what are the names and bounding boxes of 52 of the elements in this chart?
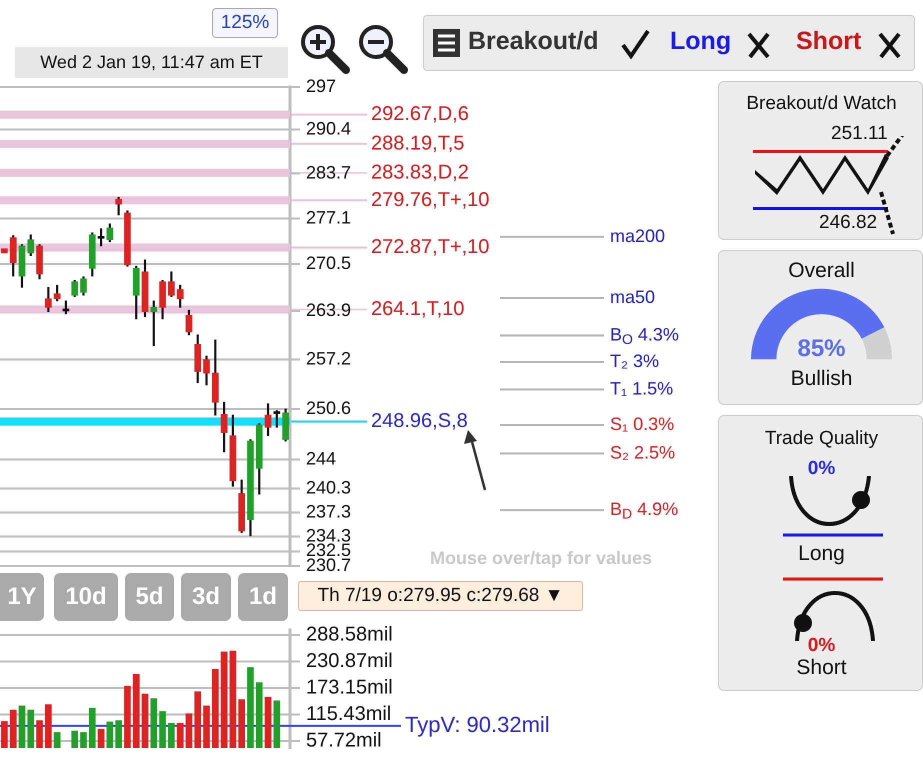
text: 1d [238, 573, 288, 621]
y-tick-label: 283.7 [306, 162, 352, 183]
y-tick-label: 237.3 [306, 501, 352, 522]
ref-line-label: ma50 [610, 287, 656, 308]
y-tick-label: 277.1 [306, 207, 352, 228]
data-label: 85% [797, 334, 846, 362]
text: Long [670, 27, 732, 56]
chart-title: Overall [787, 259, 856, 283]
ref-line-label: 288.19,T,5 [371, 132, 464, 154]
ref-line-label: 272.87,T+,10 [371, 236, 490, 258]
text: Trade Quality [764, 428, 880, 450]
text: 1Y [0, 573, 44, 621]
text: 5d [125, 573, 174, 621]
ref-line-label: 264.1,T,10 [371, 298, 464, 320]
y-tick-label: 173.15mil [306, 676, 393, 699]
y-tick-label: 290.4 [306, 118, 352, 138]
ref-line-label: S₂ 2.5% [610, 442, 676, 462]
ref-line-label: 279.76,T+,10 [371, 188, 490, 211]
text: Breakout/d [468, 27, 599, 56]
ref-line-label: ma200 [610, 226, 666, 246]
y-tick-label: 257.2 [306, 348, 352, 369]
y-tick-label: 244 [306, 448, 336, 469]
text: 125% [212, 8, 278, 38]
y-tick-label: 250.6 [306, 398, 352, 418]
ref-line-label: T₂ 3% [610, 350, 659, 371]
y-tick-label: 240.3 [306, 478, 352, 498]
text: 0% [806, 635, 836, 657]
ref-line-label: 283.83,D,2 [371, 161, 469, 184]
ref-line-label: T₁ 1.5% [610, 378, 674, 398]
y-tick-label: 297 [306, 76, 336, 96]
slice-label: Bullish [790, 367, 852, 390]
y-tick-label: 115.43mil [306, 702, 392, 725]
y-tick-label: 57.72mil [306, 729, 382, 752]
y-tick-label: 288.58mil [306, 624, 393, 646]
text: 246.82 [819, 212, 878, 234]
y-tick-label: 270.5 [306, 253, 352, 274]
text: Breakout/d Watch [745, 93, 898, 115]
y-tick-label: 230.87mil [306, 650, 393, 672]
ref-line-label: S₁ 0.3% [610, 414, 674, 434]
text: 10d [54, 573, 118, 621]
y-tick-label: 263.9 [306, 300, 352, 320]
text: 251.11 [831, 123, 888, 145]
text: Short [796, 27, 862, 56]
text: Wed 2 Jan 19, 11:47 am ET [15, 47, 288, 78]
text: Th 7/19 o:279.95 c:279.68 ▼ [298, 581, 583, 611]
text: 3d [181, 573, 231, 621]
text: 0% [806, 458, 836, 480]
ref-line-label: 248.96,S,8 [371, 410, 468, 432]
ref-line-label: TypV: 90.32mil [405, 712, 550, 737]
text: Long [797, 542, 846, 566]
text: Short [795, 656, 848, 680]
ref-line-label: 292.67,D,6 [371, 103, 469, 126]
